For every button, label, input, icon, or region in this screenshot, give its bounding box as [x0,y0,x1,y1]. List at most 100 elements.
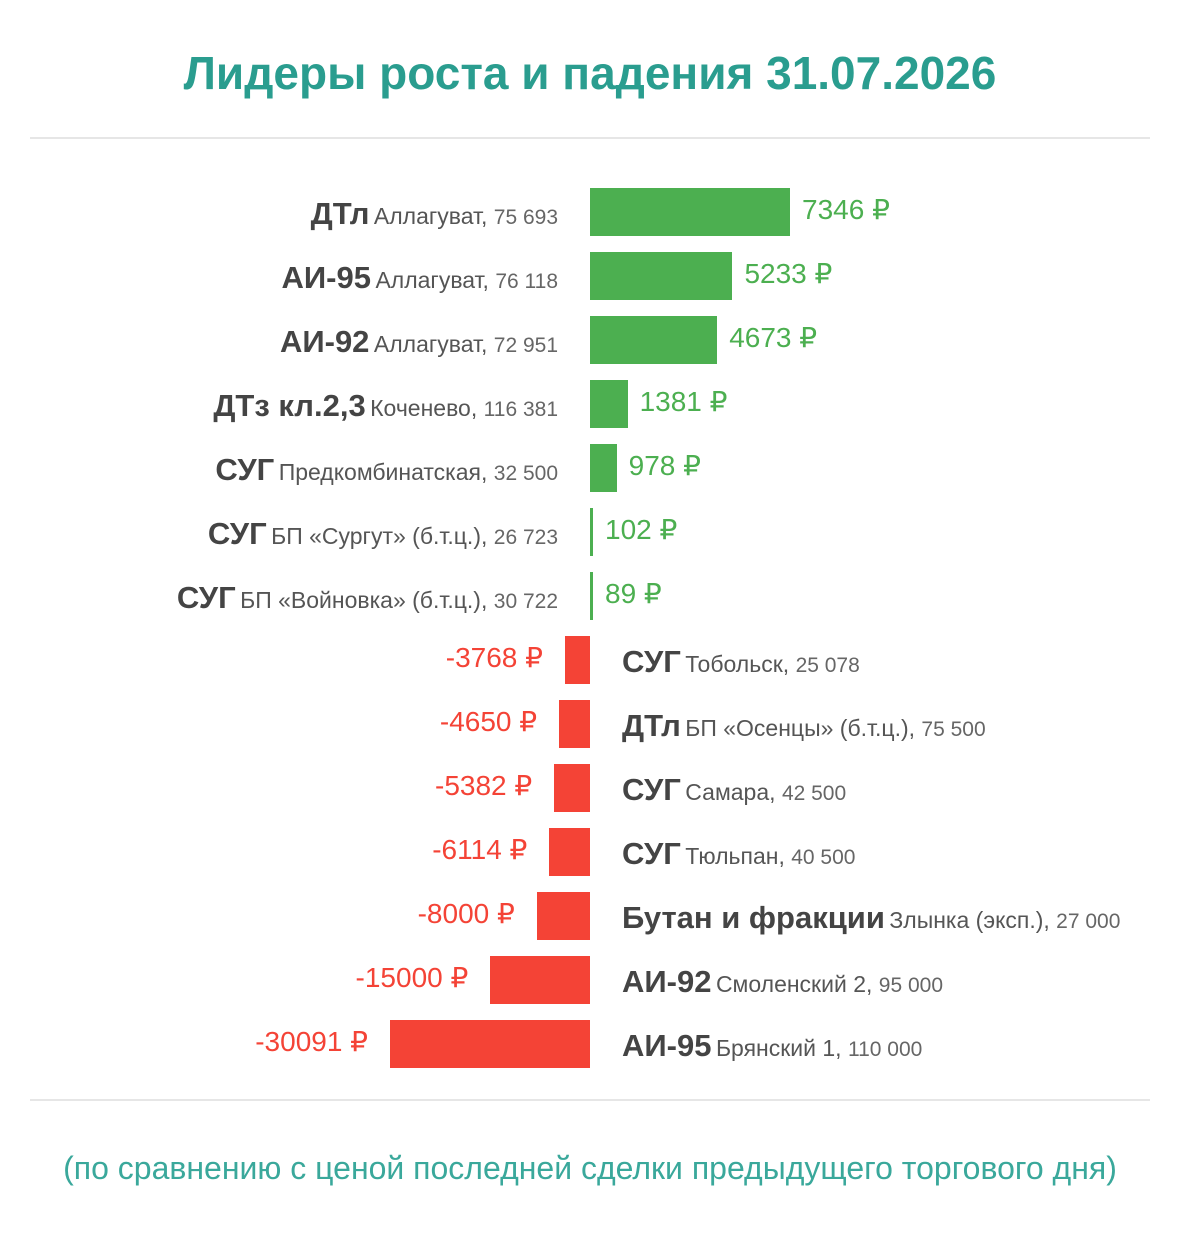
product-name: СУГ [622,644,681,679]
separator: , [778,843,792,869]
chart-title: Лидеры роста и падения 31.07.2026 [183,47,997,99]
category-label-10: СУГ Тюльпан, 40 500 [622,830,855,878]
product-name: СУГ [622,836,681,871]
location-name: БП «Сургут» (б.т.ц.) [271,523,481,549]
product-name: СУГ [176,580,236,615]
location-name: Смоленский 2 [715,971,866,997]
value-label-12: -15000 ₽ [355,962,469,993]
location-name: Тобольск [685,651,783,677]
product-name: АИ-92 [279,324,370,359]
separator: , [480,203,494,229]
value-label-8: -4650 ₽ [439,706,538,737]
category-label-7: СУГ Тобольск, 25 078 [622,638,860,686]
volume-value: 32 500 [493,462,558,485]
volume-value: 76 118 [495,270,558,293]
value-label-1: 5233 ₽ [744,258,833,289]
value-label-5: 102 ₽ [605,514,678,545]
bar-11 [536,892,590,940]
separator: , [866,971,879,997]
bar-9 [554,764,590,812]
value-label-2: 4673 ₽ [729,322,818,353]
location-name: Аллагуват [375,267,483,293]
volume-value: 75 500 [921,718,986,741]
bar-13 [390,1020,590,1068]
bar-12 [490,956,590,1004]
volume-value: 116 381 [483,398,558,421]
category-label-12: АИ-92 Смоленский 2, 95 000 [622,958,943,1006]
category-label-11: Бутан и фракции Злынка (эксп.), 27 000 [622,894,1120,942]
category-label-8: ДТл БП «Осенцы» (б.т.ц.), 75 500 [622,702,986,750]
value-label-10: -6114 ₽ [432,834,528,865]
volume-value: 75 693 [493,206,558,229]
volume-value: 110 000 [847,1038,923,1061]
volume-value: 95 000 [878,974,944,997]
location-name: Самара [685,779,770,805]
separator: , [470,395,484,421]
location-name: Аллагуват [373,331,481,357]
volume-value: 27 000 [1056,910,1121,933]
category-label-4: СУГ Предкомбинатская, 32 500 [215,446,558,494]
bar-5 [590,508,593,556]
bar-6 [590,572,593,620]
separator: , [480,587,494,613]
location-name: Тюльпан [685,843,779,869]
category-label-2: АИ-92 Аллагуват, 72 951 [280,318,558,366]
category-label-0: ДТл Аллагуват, 75 693 [311,190,558,238]
separator: , [480,523,494,549]
bar-10 [549,828,590,876]
value-label-9: -5382 ₽ [435,770,533,801]
value-label-0: 7346 ₽ [802,194,890,225]
product-name: АИ-95 [622,1028,712,1063]
separator: , [480,331,494,357]
category-label-6: СУГ БП «Войновка» (б.т.ц.), 30 722 [177,574,558,622]
product-name: Бутан и фракции [622,900,885,935]
volume-value: 72 951 [493,334,558,357]
volume-value: 30 722 [493,590,558,613]
bar-3 [590,380,628,428]
value-label-6: 89 ₽ [605,578,662,609]
separator: , [769,779,782,805]
location-name: Брянский 1 [715,1035,836,1061]
product-name: ДТл [622,708,681,743]
separator: , [835,1035,848,1061]
value-label-3: 1381 ₽ [639,386,728,417]
bar-4 [590,444,617,492]
location-name: Предкомбинатская [278,459,481,485]
volume-value: 42 500 [781,782,847,805]
value-label-4: 978 ₽ [628,450,701,481]
category-label-3: ДТз кл.2,3 Коченево, 116 381 [213,382,558,430]
category-label-1: АИ-95 Аллагуват, 76 118 [282,254,558,302]
bar-0 [590,188,790,236]
bar-2 [590,316,718,364]
separator: , [482,267,496,293]
product-name: ДТл [310,196,370,231]
separator: , [782,651,796,677]
bar-8 [559,700,590,748]
product-name: СУГ [215,452,275,487]
bar-7 [564,636,590,684]
product-name: АИ-95 [281,260,371,295]
category-label-13: АИ-95 Брянский 1, 110 000 [622,1022,922,1070]
volume-value: 25 078 [795,654,860,677]
footnote: (по сравнению с ценой последней сделки п… [63,1150,1117,1186]
value-label-11: -8000 ₽ [417,898,515,929]
bottom-divider [30,1099,1150,1101]
separator: , [1043,907,1057,933]
location-name: БП «Войновка» (б.т.ц.) [240,587,481,613]
product-name: СУГ [207,516,267,551]
product-name: АИ-92 [622,964,712,999]
location-name: БП «Осенцы» (б.т.ц.) [685,715,909,741]
top-divider [30,137,1150,139]
separator: , [480,459,494,485]
separator: , [908,715,922,741]
product-name: ДТз кл.2,3 [213,388,366,423]
category-label-9: СУГ Самара, 42 500 [622,766,846,814]
volume-value: 26 723 [493,526,558,549]
volume-value: 40 500 [791,846,856,869]
location-name: Коченево [370,395,471,421]
location-name: Аллагуват [373,203,481,229]
value-label-7: -3768 ₽ [445,642,543,673]
product-name: СУГ [622,772,681,807]
category-label-5: СУГ БП «Сургут» (б.т.ц.), 26 723 [208,510,558,558]
